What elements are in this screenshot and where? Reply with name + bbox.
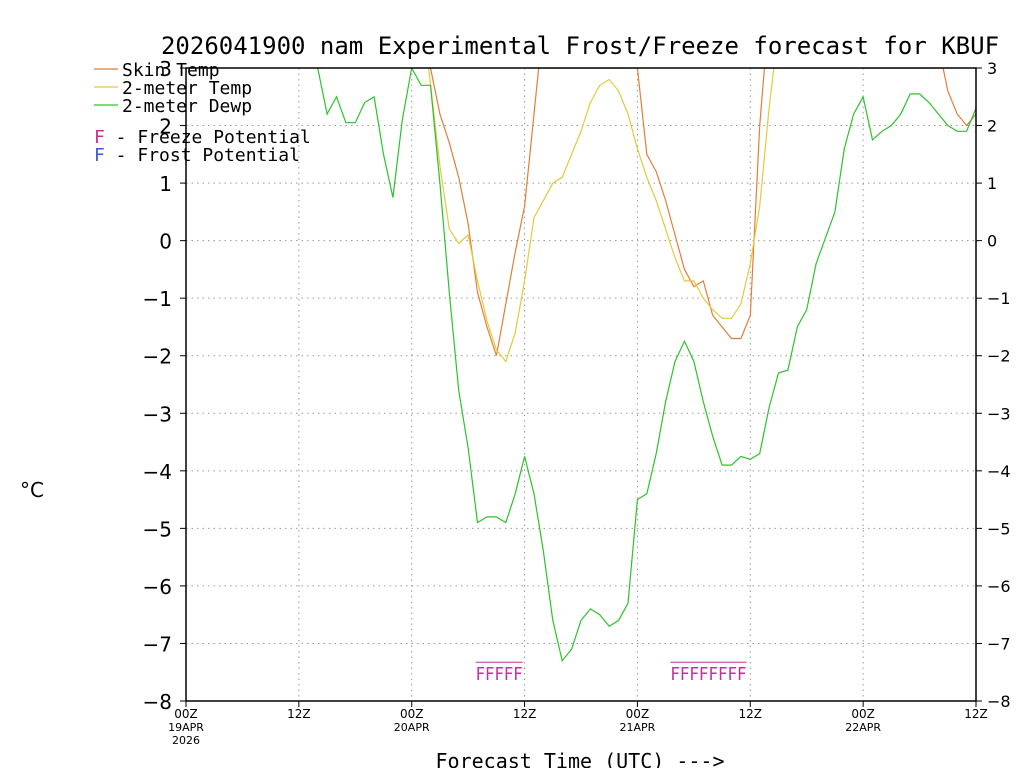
- legend-label: 2-meter Temp: [122, 78, 252, 99]
- y-tick-label-right: −3: [987, 404, 1011, 423]
- y-tick-label-right: 1: [987, 174, 997, 193]
- y-tick-label-right: −6: [987, 577, 1011, 596]
- series-lines: [317, 68, 976, 663]
- y-tick-label: −2: [143, 345, 172, 369]
- x-tick-year: 2026: [172, 734, 200, 747]
- y-tick-label-right: 3: [987, 59, 997, 78]
- plot-frame: [185, 67, 977, 702]
- legend-marker-text: - Freeze Potential: [105, 127, 311, 148]
- y-tick-label: −5: [143, 517, 172, 541]
- legend-label: 2-meter Dewp: [122, 96, 252, 117]
- y-tick-label: −7: [143, 632, 172, 656]
- series-line-2-meter-dewp: [317, 68, 976, 663]
- series-line-skin-temp: [429, 68, 976, 356]
- x-tick-label: 00Z: [626, 707, 650, 721]
- y-tick-label-right: 0: [987, 232, 997, 251]
- y-tick-label-right: −2: [987, 347, 1011, 366]
- y-axis-label: °C: [20, 478, 44, 502]
- x-tick-date: 22APR: [845, 721, 881, 734]
- x-tick-label: 12Z: [739, 707, 763, 721]
- x-tick-label: 00Z: [174, 707, 198, 721]
- x-tick-date: 20APR: [394, 721, 430, 734]
- y-tick-label-right: 2: [987, 117, 997, 136]
- y-tick-label-right: −4: [987, 462, 1011, 481]
- legend-marker-text: - Frost Potential: [105, 145, 300, 166]
- y-tick-label-right: −7: [987, 634, 1011, 653]
- freeze-potential-marker: FFFFF: [476, 664, 523, 685]
- x-tick-label: 12Z: [287, 707, 311, 721]
- legend-marker-symbol: F: [94, 145, 105, 166]
- legend-marker-label: F - Frost Potential: [94, 145, 300, 166]
- y-tick-label-right: −8: [987, 692, 1011, 711]
- x-tick-date: 19APR: [168, 721, 204, 734]
- freeze-potential-marker: FFFFFFFF: [670, 664, 746, 685]
- y-tick-label: 3: [159, 57, 172, 81]
- x-axis-label: Forecast Time (UTC) --->: [436, 749, 725, 768]
- chart-title: 2026041900 nam Experimental Frost/Freeze…: [161, 32, 999, 60]
- legend-marker-symbol: F: [94, 127, 105, 148]
- x-tick-label: 12Z: [964, 707, 988, 721]
- x-tick-date: 21APR: [620, 721, 656, 734]
- x-tick-label: 00Z: [851, 707, 875, 721]
- y-tick-label: 1: [159, 172, 172, 196]
- y-tick-label-right: −5: [987, 519, 1011, 538]
- y-tick-label: 2: [159, 115, 172, 139]
- freeze-markers: FFFFF FFFFFFFF: [475, 661, 747, 685]
- legend-marker-label: F - Freeze Potential: [94, 127, 311, 148]
- x-tick-label: 00Z: [400, 707, 424, 721]
- x-tick-label: 12Z: [513, 707, 537, 721]
- series-line-2-meter-temp: [428, 68, 775, 363]
- grid-lines: [186, 68, 976, 701]
- y-tick-label: −8: [143, 690, 172, 714]
- legend-label: Skin Temp: [122, 60, 220, 81]
- y-tick-label-right: −1: [987, 289, 1011, 308]
- y-tick-label: −3: [143, 402, 172, 426]
- y-tick-label: 0: [159, 230, 172, 254]
- y-tick-label: −1: [143, 287, 172, 311]
- axis-ticks: −8 −8 −7 −7 −6 −6 −5 −5 −4 −4 −3 −3 −2 −2 −1 −1 0 0 1 1 2 2 3 3…: [143, 57, 1011, 747]
- y-tick-label: −4: [143, 460, 172, 484]
- y-tick-label: −6: [143, 575, 172, 599]
